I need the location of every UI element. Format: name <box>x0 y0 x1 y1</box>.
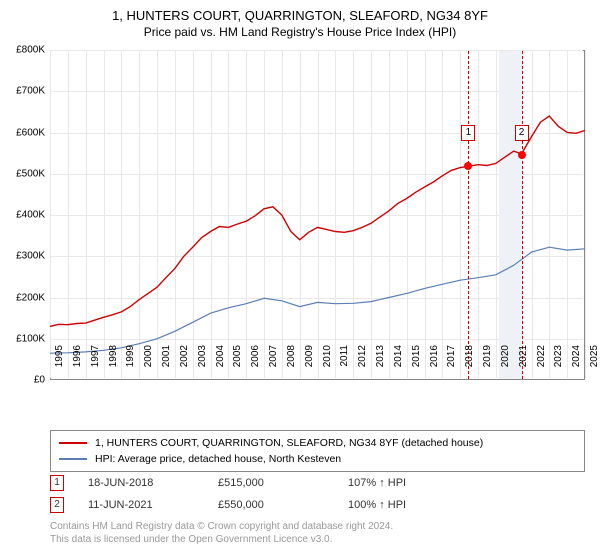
x-tick-label: 2004 <box>215 345 226 385</box>
y-tick-label: £0 <box>0 375 45 386</box>
legend-swatch <box>59 442 87 444</box>
footer-line: Contains HM Land Registry data © Crown c… <box>50 520 585 533</box>
line-series-svg <box>50 50 585 380</box>
x-tick-label: 2025 <box>589 345 600 385</box>
y-tick-label: £200K <box>0 292 45 303</box>
x-tick-label: 2015 <box>411 345 422 385</box>
series-line-hpi <box>50 247 585 353</box>
x-tick-label: 2011 <box>339 345 350 385</box>
chart-area: 12 £0£100K£200K£300K£400K£500K£600K£700K… <box>50 50 585 380</box>
y-tick-label: £400K <box>0 210 45 221</box>
x-tick-label: 1995 <box>54 345 65 385</box>
y-tick-label: £800K <box>0 45 45 56</box>
x-tick-label: 2003 <box>197 345 208 385</box>
y-tick-label: £500K <box>0 168 45 179</box>
y-tick-label: £700K <box>0 86 45 97</box>
x-tick-label: 1996 <box>72 345 83 385</box>
legend-box: 1, HUNTERS COURT, QUARRINGTON, SLEAFORD,… <box>50 430 585 472</box>
sale-date: 11-JUN-2021 <box>88 499 218 511</box>
x-tick-label: 2008 <box>286 345 297 385</box>
x-tick-label: 1998 <box>108 345 119 385</box>
marker-box: 2 <box>515 125 529 141</box>
legend-item: 1, HUNTERS COURT, QUARRINGTON, SLEAFORD,… <box>59 435 576 451</box>
sale-pct: 107% ↑ HPI <box>348 477 478 489</box>
series-line-property <box>50 116 585 326</box>
x-tick-label: 2000 <box>143 345 154 385</box>
table-row: 2 11-JUN-2021 £550,000 100% ↑ HPI <box>50 494 585 516</box>
x-tick-label: 2019 <box>482 345 493 385</box>
x-tick-label: 2013 <box>375 345 386 385</box>
sale-point-dot <box>518 151 526 159</box>
x-tick-label: 2021 <box>518 345 529 385</box>
x-tick-label: 2017 <box>446 345 457 385</box>
x-tick-label: 2023 <box>553 345 564 385</box>
x-tick-label: 2012 <box>357 345 368 385</box>
sale-marker-box: 2 <box>50 497 64 513</box>
x-tick-label: 2005 <box>232 345 243 385</box>
x-tick-label: 2024 <box>571 345 582 385</box>
footer-line: This data is licensed under the Open Gov… <box>50 533 585 546</box>
x-tick-label: 2009 <box>304 345 315 385</box>
x-tick-label: 2016 <box>429 345 440 385</box>
x-tick-label: 2002 <box>179 345 190 385</box>
x-tick-label: 2018 <box>464 345 475 385</box>
y-tick-label: £600K <box>0 127 45 138</box>
x-tick-label: 1999 <box>125 345 136 385</box>
sale-price: £550,000 <box>218 499 348 511</box>
x-tick-label: 2006 <box>250 345 261 385</box>
x-tick-label: 2007 <box>268 345 279 385</box>
y-tick-label: £100K <box>0 333 45 344</box>
table-row: 1 18-JUN-2018 £515,000 107% ↑ HPI <box>50 472 585 494</box>
x-tick-label: 2020 <box>500 345 511 385</box>
legend-item: HPI: Average price, detached house, Nort… <box>59 451 576 467</box>
marker-box: 1 <box>461 125 475 141</box>
sale-point-dot <box>464 162 472 170</box>
chart-container: 1, HUNTERS COURT, QUARRINGTON, SLEAFORD,… <box>0 0 600 560</box>
sale-marker-box: 1 <box>50 475 64 491</box>
footer-attribution: Contains HM Land Registry data © Crown c… <box>50 520 585 546</box>
y-tick-label: £300K <box>0 251 45 262</box>
sale-pct: 100% ↑ HPI <box>348 499 478 511</box>
x-tick-label: 2014 <box>393 345 404 385</box>
x-tick-label: 2001 <box>161 345 172 385</box>
legend-label: HPI: Average price, detached house, Nort… <box>95 453 341 465</box>
x-tick-label: 2022 <box>536 345 547 385</box>
legend-label: 1, HUNTERS COURT, QUARRINGTON, SLEAFORD,… <box>95 437 483 449</box>
x-tick-label: 1997 <box>90 345 101 385</box>
chart-title: 1, HUNTERS COURT, QUARRINGTON, SLEAFORD,… <box>0 0 600 23</box>
x-tick-label: 2010 <box>322 345 333 385</box>
legend-swatch <box>59 458 87 460</box>
chart-subtitle: Price paid vs. HM Land Registry's House … <box>0 23 600 43</box>
sale-date: 18-JUN-2018 <box>88 477 218 489</box>
sales-table: 1 18-JUN-2018 £515,000 107% ↑ HPI 2 11-J… <box>50 472 585 516</box>
sale-price: £515,000 <box>218 477 348 489</box>
